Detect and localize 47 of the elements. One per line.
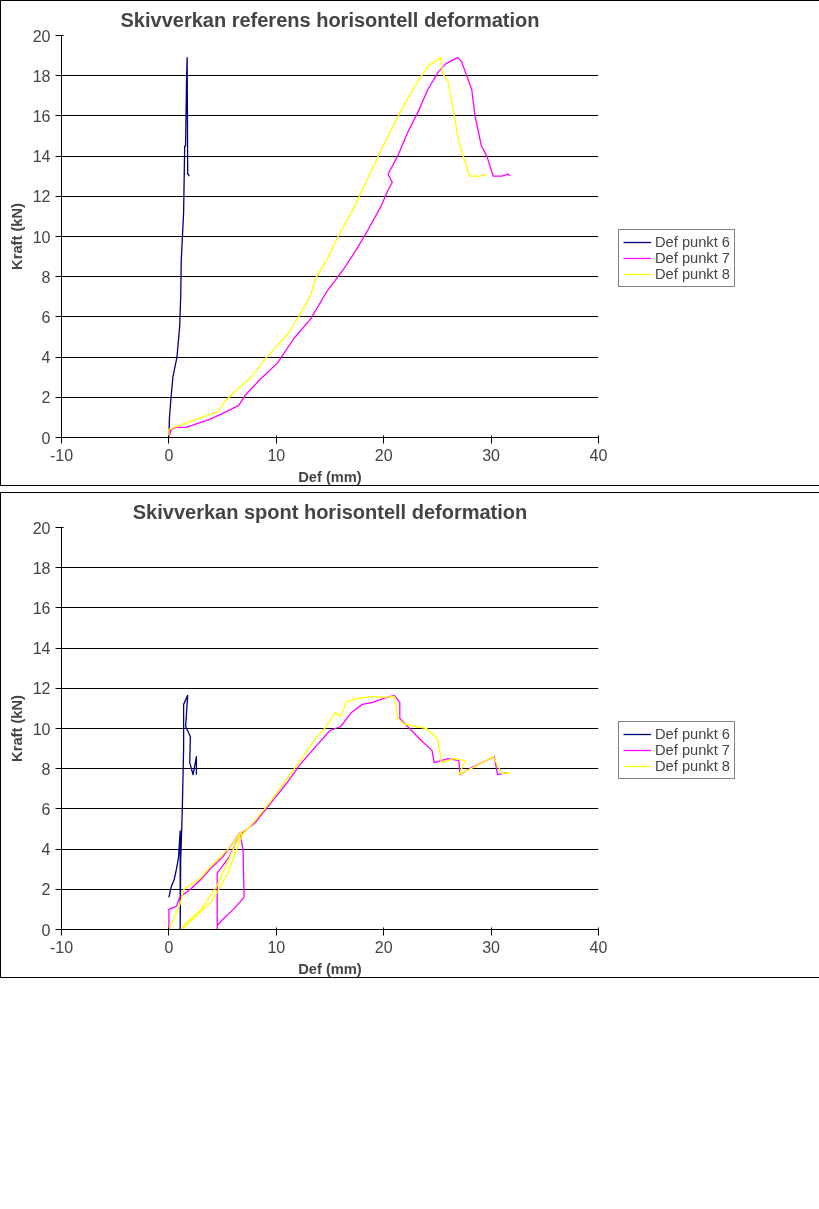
y-tick-label: 18	[32, 67, 51, 85]
x-tick-label: 40	[589, 446, 608, 464]
y-tick-label: 14	[32, 640, 51, 658]
y-tick-label: 8	[41, 760, 51, 778]
y-axis-title: Kraft (kN)	[8, 695, 25, 762]
y-tick-label: 8	[41, 268, 51, 286]
x-tick-label: -10	[49, 446, 74, 464]
x-axis-title: Def (mm)	[298, 960, 362, 977]
y-tick-label: 16	[32, 107, 51, 125]
x-axis-title: Def (mm)	[298, 468, 362, 485]
y-tick-label: 2	[41, 389, 51, 407]
x-tick-label: 40	[589, 938, 608, 956]
y-tick-label: 6	[41, 308, 51, 326]
y-tick-label: 2	[41, 881, 51, 899]
x-tick-label: 20	[374, 446, 393, 464]
y-tick-label: 4	[41, 349, 51, 367]
y-axis-title: Kraft (kN)	[8, 203, 25, 270]
y-tick-label: 6	[41, 800, 51, 818]
y-tick-label: 12	[32, 680, 51, 698]
chart-title: Skivverkan spont horisontell deformation	[132, 500, 528, 523]
x-tick-label: 20	[374, 938, 393, 956]
x-tick-label: -10	[49, 938, 74, 956]
y-tick-label: 4	[41, 841, 51, 859]
legend-label: Def punkt 6	[655, 234, 730, 250]
legend-label: Def punkt 8	[655, 758, 730, 774]
legend-label: Def punkt 8	[655, 266, 730, 282]
y-tick-label: 16	[32, 599, 51, 617]
y-tick-label: 18	[32, 559, 51, 577]
y-tick-label: 0	[41, 921, 51, 939]
y-tick-label: 10	[32, 228, 51, 246]
y-tick-label: 0	[41, 429, 51, 447]
y-tick-label: 10	[32, 720, 51, 738]
x-tick-label: 30	[482, 938, 501, 956]
x-tick-label: 30	[482, 446, 501, 464]
x-tick-label: 0	[164, 446, 174, 464]
legend-label: Def punkt 7	[655, 742, 730, 758]
x-tick-label: 10	[267, 938, 286, 956]
chart-title: Skivverkan referens horisontell deformation	[120, 8, 540, 31]
y-tick-label: 14	[32, 148, 51, 166]
y-tick-label: 20	[32, 519, 51, 537]
x-tick-label: 10	[267, 446, 286, 464]
x-tick-label: 0	[164, 938, 174, 956]
y-tick-label: 20	[32, 27, 51, 45]
legend-label: Def punkt 6	[655, 726, 730, 742]
line-series	[168, 694, 198, 930]
y-tick-label: 12	[32, 188, 51, 206]
legend-label: Def punkt 7	[655, 250, 730, 266]
